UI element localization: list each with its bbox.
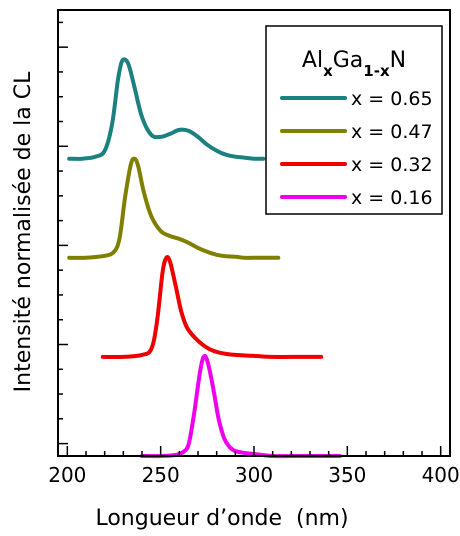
- plot-frame: [57, 9, 451, 457]
- legend-title-part: Al: [302, 48, 323, 73]
- x-tick-label: 200: [48, 463, 86, 487]
- x-tick-label: 300: [235, 463, 273, 487]
- x-tick-label: 350: [328, 463, 366, 487]
- legend-items: x = 0.65 x = 0.47 x = 0.32 x = 0.16: [280, 88, 433, 209]
- x-tick-label: 400: [422, 463, 460, 487]
- axis-ticks: 200 250 300 350 400: [48, 21, 460, 487]
- legend-label-4: x = 0.16: [351, 187, 433, 209]
- legend-title: AlxGa1-xN: [302, 48, 406, 80]
- series-line-2: [67, 156, 281, 260]
- legend-title-part: Ga: [333, 48, 364, 73]
- series-line-1: [67, 57, 266, 161]
- legend-title-subscript: x: [323, 62, 333, 80]
- legend-label-2: x = 0.47: [351, 121, 433, 143]
- legend-label-1: x = 0.65: [351, 88, 433, 110]
- y-axis-title: Intensité normalisée de la CL: [11, 71, 36, 392]
- legend-title-part: N: [390, 48, 406, 73]
- series-line-4: [140, 353, 342, 459]
- legend-label-3: x = 0.32: [351, 154, 433, 176]
- x-axis-title: Longueur d’onde (nm): [95, 506, 348, 531]
- legend-title-subscript: 1-x: [363, 62, 390, 80]
- legend-box: [265, 25, 443, 215]
- x-tick-label: 250: [142, 463, 180, 487]
- series-line-3: [100, 255, 324, 360]
- legend: AlxGa1-xN x = 0.65x = 0.47x = 0.32x = 0.…: [265, 25, 443, 215]
